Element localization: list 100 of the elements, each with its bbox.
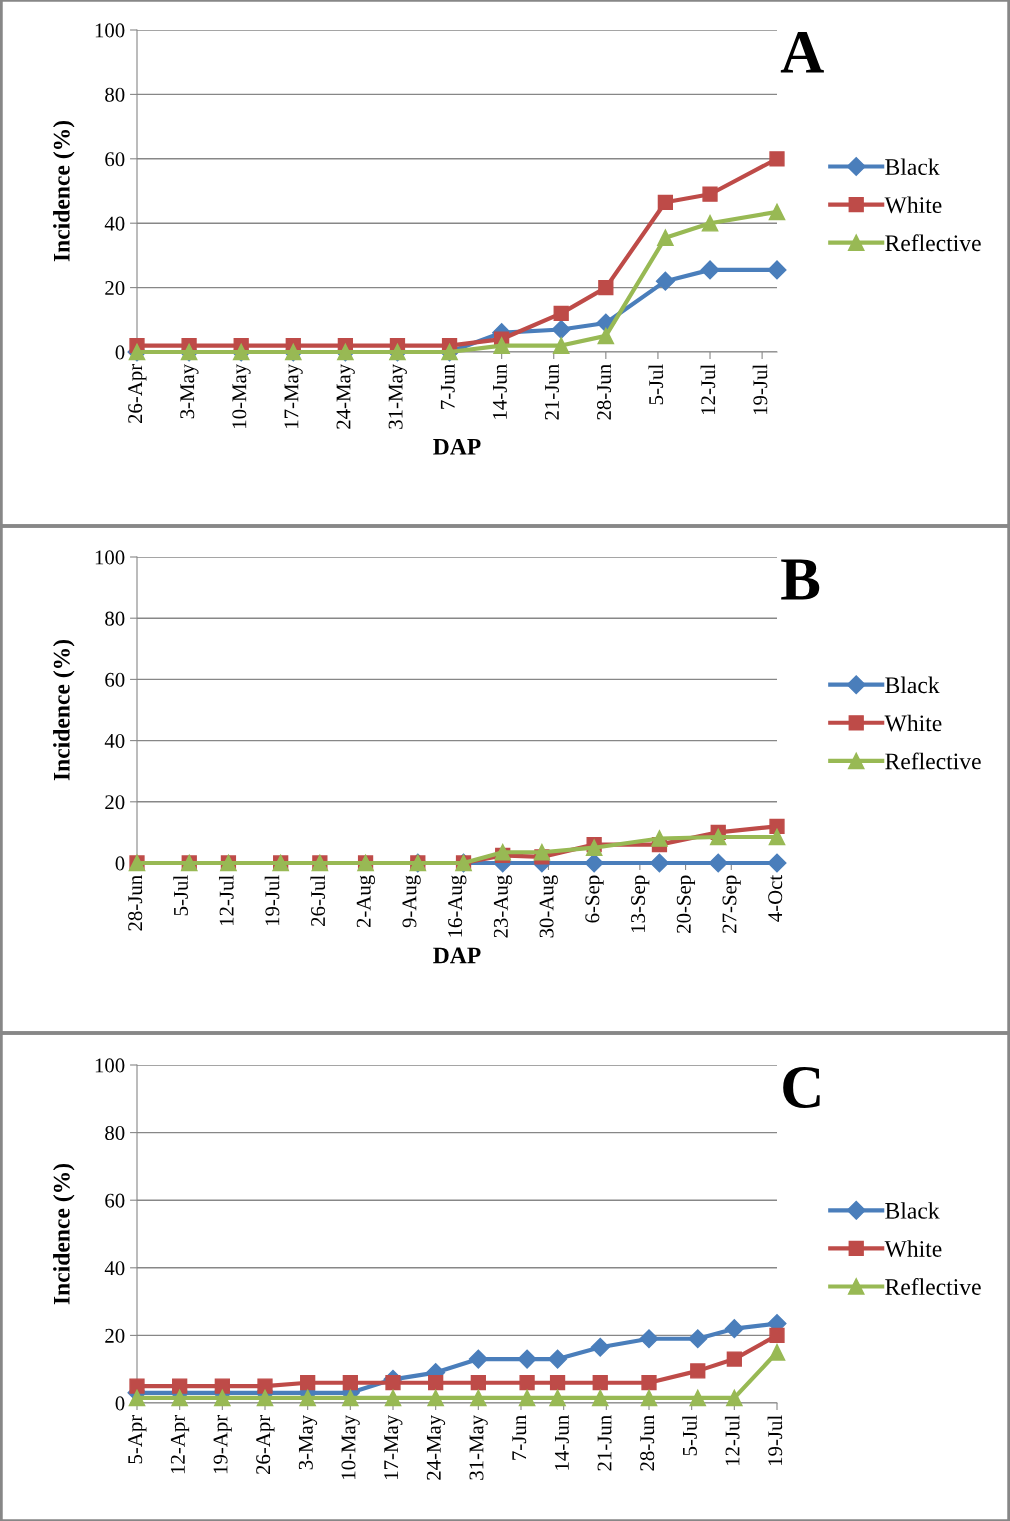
point: [688, 1329, 708, 1349]
x-tick-label: 12-Jul: [724, 1415, 740, 1466]
chart-title: A: [780, 32, 824, 73]
y-tick-label: 20: [105, 1328, 125, 1343]
point: [129, 1378, 145, 1394]
point: [384, 1389, 402, 1407]
point: [657, 229, 674, 247]
x-tick-label: 5-Jul: [173, 875, 188, 916]
legend-label: Black: [885, 676, 940, 694]
point: [585, 839, 603, 857]
point: [427, 1389, 445, 1407]
point: [470, 1375, 486, 1391]
y-tick-label: 0: [115, 1396, 125, 1411]
point: [171, 1389, 189, 1407]
x-tick-label: 16-Aug: [448, 875, 467, 937]
point: [769, 818, 785, 834]
x-tick-label: 19-Jul: [767, 1415, 783, 1466]
x-tick-label: 19-Jul: [264, 875, 280, 926]
x-tick-label: 28-Jun: [640, 1415, 655, 1471]
y-tick-label: 80: [105, 87, 125, 102]
y-tick-label: 100: [95, 1058, 125, 1073]
x-tick-label: 17-May: [384, 1414, 403, 1479]
legend-label: Reflective: [885, 234, 981, 252]
point: [701, 214, 719, 232]
x-axis-title: DAP: [433, 947, 481, 964]
y-tick-label: 100: [95, 23, 125, 38]
point: [702, 186, 718, 202]
legend-label: White: [884, 196, 942, 214]
point: [768, 828, 786, 846]
point: [548, 1349, 568, 1369]
point: [655, 271, 675, 291]
point: [651, 830, 668, 847]
x-tick-label: 27-Sep: [722, 875, 741, 933]
y-tick-label: 80: [105, 1125, 125, 1141]
point: [551, 319, 571, 339]
point: [428, 1375, 444, 1391]
legend-label: White: [884, 1240, 942, 1258]
x-tick-label: 26-Apr: [256, 1414, 275, 1475]
y-axis-title: Incidence (%): [53, 120, 75, 262]
x-tick-label: 31-May: [469, 1414, 488, 1480]
legend-label: White: [884, 714, 942, 732]
point: [300, 1375, 316, 1391]
point: [769, 151, 785, 167]
point: [584, 853, 604, 873]
point: [468, 1349, 488, 1369]
x-tick-label: 14-Jun: [554, 1415, 569, 1470]
chart-title: C: [783, 1066, 820, 1109]
point: [519, 1375, 535, 1391]
point: [493, 337, 510, 354]
point: [724, 1319, 744, 1339]
x-tick-label: 28-Jun: [128, 875, 143, 931]
x-tick-label: 9-Aug: [402, 875, 421, 928]
legend-label: Black: [885, 158, 940, 175]
point: [172, 1378, 188, 1394]
point: [592, 1375, 608, 1391]
point: [590, 1337, 610, 1357]
x-tick-label: 5-Jul: [682, 1415, 697, 1456]
x-tick-label: 24-May: [426, 1414, 446, 1480]
y-tick-label: 20: [105, 795, 125, 810]
x-tick-label: 21-Jun: [544, 364, 559, 420]
point: [649, 853, 669, 873]
point: [213, 1389, 231, 1407]
point: [768, 1343, 786, 1361]
x-tick-label: 24-May: [336, 363, 355, 429]
y-tick-label: 60: [105, 152, 125, 167]
point: [257, 1378, 273, 1394]
x-tick-label: 6-Sep: [585, 875, 604, 923]
point: [553, 305, 569, 321]
x-tick-label: 19-Apr: [213, 1414, 232, 1474]
point: [214, 1378, 230, 1394]
x-tick-label: 14-Jun: [492, 364, 507, 419]
x-tick-label: 10-May: [232, 363, 251, 428]
point: [494, 843, 512, 861]
chart-title: B: [781, 559, 820, 600]
x-tick-label: 17-May: [284, 363, 303, 428]
x-tick-label: 12-Apr: [170, 1414, 190, 1474]
point: [517, 1349, 537, 1369]
y-tick-label: 20: [105, 280, 125, 296]
point: [639, 1329, 659, 1349]
point: [597, 327, 615, 345]
point: [342, 1375, 358, 1391]
x-tick-label: 3-May: [298, 1414, 318, 1470]
x-tick-label: 2-Aug: [356, 875, 376, 928]
point: [708, 853, 728, 873]
point: [598, 279, 614, 296]
x-axis-title: DAP: [433, 438, 481, 455]
x-tick-label: 3-May: [180, 363, 199, 419]
legend-label: Black: [885, 1202, 940, 1219]
x-tick-label: 26-Apr: [128, 363, 147, 424]
y-tick-label: 100: [95, 550, 125, 565]
point: [709, 828, 727, 846]
x-tick-label: 28-Jun: [596, 364, 612, 420]
point: [128, 1389, 146, 1407]
x-tick-label: 31-May: [388, 363, 407, 429]
point: [549, 1389, 566, 1407]
y-tick-label: 0: [115, 856, 125, 871]
x-tick-label: 30-Aug: [539, 875, 558, 938]
point: [591, 1389, 609, 1407]
x-tick-label: 7-Jun: [512, 1415, 527, 1460]
point: [469, 1389, 487, 1407]
